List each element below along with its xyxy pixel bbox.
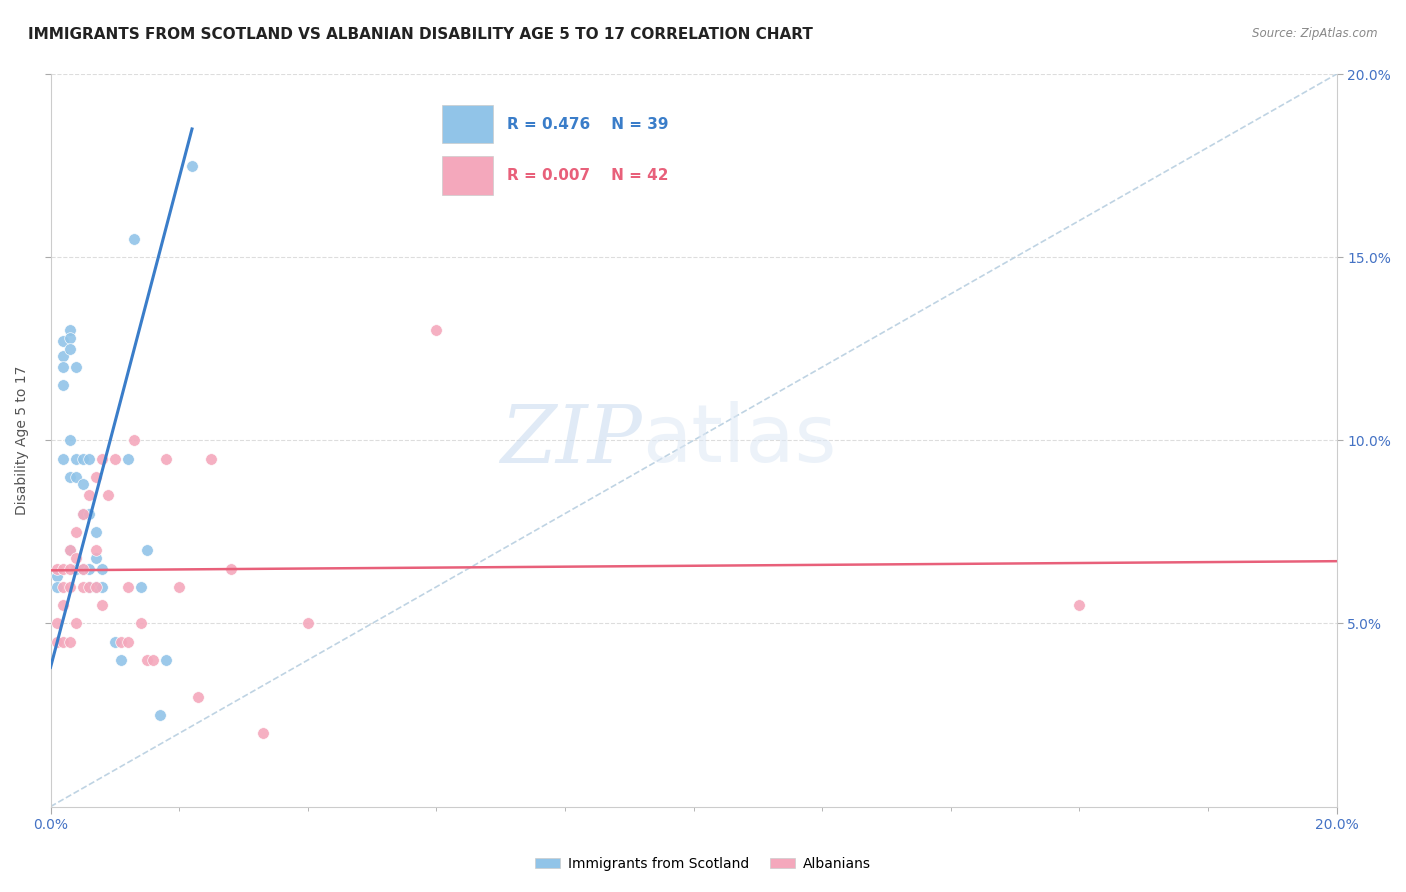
Point [129,580,152,594]
Point [142,653,165,667]
Point [46,634,69,648]
Point [84,524,107,539]
Point [91,451,114,466]
Point [77,451,100,466]
Point [122,232,145,246]
Point [59,434,82,448]
Point [77,561,100,575]
Point [84,580,107,594]
Point [297,616,319,631]
Point [59,561,82,575]
Point [52,561,75,575]
Point [46,616,69,631]
Legend: Immigrants from Scotland, Albanians: Immigrants from Scotland, Albanians [529,851,877,876]
Point [84,470,107,484]
Point [77,580,100,594]
Point [52,334,75,349]
Point [129,616,152,631]
Point [72,477,94,491]
Point [59,543,82,558]
Point [252,726,274,740]
Point [46,580,69,594]
Point [91,580,114,594]
Point [155,451,177,466]
Point [104,451,127,466]
Point [65,550,87,565]
Point [117,580,139,594]
Point [65,470,87,484]
Point [97,488,120,502]
Point [72,451,94,466]
Point [52,580,75,594]
Point [52,349,75,363]
Point [149,708,172,723]
Point [91,561,114,575]
Point [52,598,75,612]
Text: IMMIGRANTS FROM SCOTLAND VS ALBANIAN DISABILITY AGE 5 TO 17 CORRELATION CHART: IMMIGRANTS FROM SCOTLAND VS ALBANIAN DIS… [28,27,813,42]
Point [117,634,139,648]
Point [219,561,242,575]
Point [200,451,222,466]
Point [72,580,94,594]
Point [155,653,177,667]
Point [52,359,75,374]
Point [59,323,82,337]
Point [91,598,114,612]
Point [59,342,82,356]
Point [136,543,159,558]
Point [52,634,75,648]
Point [181,159,204,173]
Point [46,569,69,583]
Point [65,359,87,374]
Point [65,451,87,466]
Text: atlas: atlas [643,401,837,479]
Point [72,561,94,575]
Point [59,543,82,558]
Text: ZIP: ZIP [501,401,643,479]
Point [59,634,82,648]
Point [72,507,94,521]
Point [59,331,82,345]
Point [425,323,447,337]
Point [72,507,94,521]
Point [52,451,75,466]
Point [136,653,159,667]
Y-axis label: Disability Age 5 to 17: Disability Age 5 to 17 [15,366,30,515]
Point [84,580,107,594]
Point [104,634,127,648]
Point [77,580,100,594]
Point [59,580,82,594]
Point [77,507,100,521]
Point [110,634,132,648]
Text: Source: ZipAtlas.com: Source: ZipAtlas.com [1253,27,1378,40]
Point [84,543,107,558]
Point [1069,598,1091,612]
Point [59,470,82,484]
Point [117,451,139,466]
Point [84,550,107,565]
Point [65,524,87,539]
Point [46,561,69,575]
Point [77,488,100,502]
Point [110,653,132,667]
Point [187,690,209,704]
Point [65,616,87,631]
Point [65,561,87,575]
Point [167,580,190,594]
Point [122,434,145,448]
Point [52,378,75,392]
Point [72,561,94,575]
